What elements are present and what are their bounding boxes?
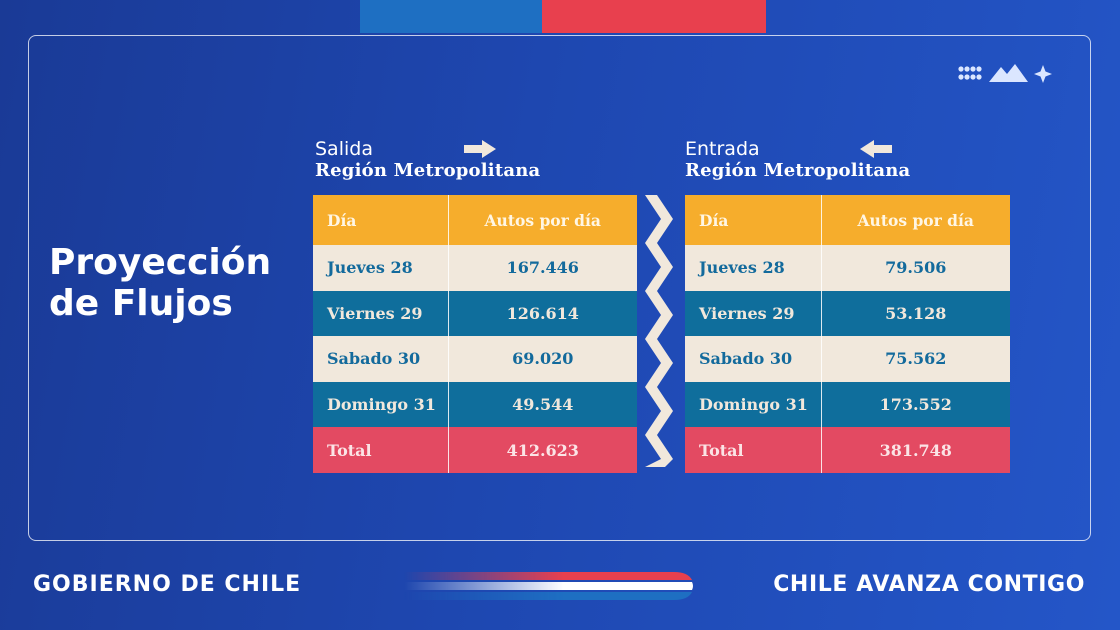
salida-label: Salida	[315, 138, 373, 160]
salida-heading: Salida Región Metropolitana	[315, 138, 540, 182]
table-header-row: Día Autos por día	[685, 195, 1010, 245]
row-day: Viernes 29	[313, 290, 448, 337]
table-row: Domingo 31 49.544	[313, 381, 637, 428]
entrada-heading: Entrada Región Metropolitana	[685, 138, 910, 182]
row-value: 79.506	[820, 245, 1010, 291]
table-row: Viernes 29 126.614	[313, 290, 637, 337]
arrow-left-icon	[860, 140, 892, 158]
total-label: Total	[685, 427, 821, 473]
table-row: Sabado 30 75.562	[685, 336, 1010, 382]
title-line-2: de Flujos	[49, 283, 233, 324]
brand-mountains-icon	[958, 64, 1052, 83]
table-row: Sabado 30 69.020	[313, 336, 637, 382]
content-frame	[28, 35, 1091, 541]
row-value: 75.562	[820, 336, 1010, 382]
row-value: 126.614	[447, 290, 637, 337]
table-total-row: Total 381.748	[685, 427, 1010, 473]
top-accent-red	[542, 0, 766, 33]
salida-table: Día Autos por día Jueves 28 167.446 Vier…	[313, 195, 637, 473]
salida-region: Región Metropolitana	[315, 160, 541, 181]
column-header-autos: Autos por día	[820, 195, 1010, 245]
row-day: Jueves 28	[685, 245, 821, 291]
top-accent-blue	[360, 0, 542, 33]
table-row: Domingo 31 173.552	[685, 381, 1010, 428]
row-value: 49.544	[447, 381, 637, 428]
row-day: Domingo 31	[685, 381, 821, 428]
total-value: 412.623	[447, 427, 637, 473]
flag-stripes-icon	[404, 572, 693, 600]
column-header-day: Día	[313, 195, 448, 245]
row-day: Sabado 30	[313, 336, 448, 382]
column-header-day: Día	[685, 195, 821, 245]
entrada-label: Entrada	[685, 138, 760, 160]
row-day: Domingo 31	[313, 381, 448, 428]
row-day: Viernes 29	[685, 290, 821, 337]
table-header-row: Día Autos por día	[313, 195, 637, 245]
column-header-autos: Autos por día	[447, 195, 637, 245]
table-total-row: Total 412.623	[313, 427, 637, 473]
entrada-region: Región Metropolitana	[685, 160, 911, 181]
row-day: Jueves 28	[313, 245, 448, 291]
zigzag-divider	[645, 195, 673, 467]
row-value: 167.446	[447, 245, 637, 291]
total-value: 381.748	[820, 427, 1010, 473]
entrada-table: Día Autos por día Jueves 28 79.506 Viern…	[685, 195, 1010, 473]
total-label: Total	[313, 427, 448, 473]
arrow-right-icon	[464, 140, 496, 158]
table-row: Jueves 28 79.506	[685, 245, 1010, 291]
footer-slogan: CHILE AVANZA CONTIGO	[773, 572, 1085, 597]
row-value: 173.552	[820, 381, 1010, 428]
title-line-1: Proyección	[49, 242, 272, 283]
table-row: Viernes 29 53.128	[685, 290, 1010, 337]
page-title: Proyección de Flujos	[49, 242, 309, 324]
row-day: Sabado 30	[685, 336, 821, 382]
row-value: 53.128	[820, 290, 1010, 337]
footer-government-label: GOBIERNO DE CHILE	[33, 572, 302, 597]
row-value: 69.020	[447, 336, 637, 382]
table-row: Jueves 28 167.446	[313, 245, 637, 291]
